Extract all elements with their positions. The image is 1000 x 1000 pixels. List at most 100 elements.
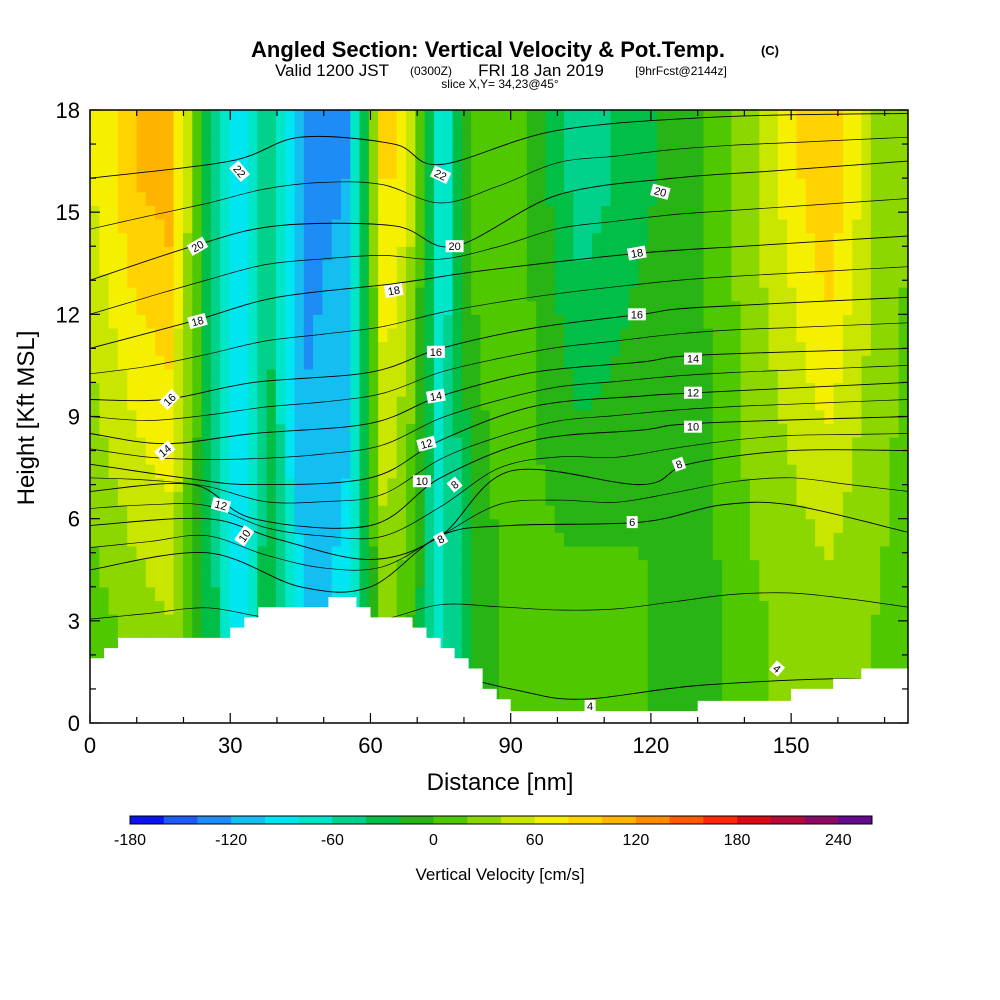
field-cell: [508, 205, 519, 220]
field-cell: [842, 327, 853, 343]
field-cell: [815, 259, 825, 275]
field-cell: [499, 232, 509, 247]
field-cell: [499, 545, 509, 561]
field-cell: [740, 505, 751, 520]
field-cell: [433, 273, 444, 288]
field-cell: [424, 110, 435, 125]
field-cell: [675, 518, 686, 533]
field-cell: [675, 491, 686, 506]
field-cell: [712, 573, 723, 588]
field-cell: [136, 477, 147, 493]
field-cell: [173, 246, 184, 261]
field-cell: [536, 586, 547, 601]
field-cell: [378, 600, 389, 615]
field-cell: [266, 505, 277, 520]
theta-contour-22: [90, 112, 908, 179]
field-cell: [433, 110, 444, 125]
field-cell: [601, 654, 612, 670]
field-cell: [517, 654, 528, 670]
field-cell: [619, 695, 630, 710]
field-cell: [238, 396, 249, 411]
field-cell: [898, 641, 908, 656]
field-cell: [461, 368, 472, 384]
field-cell: [433, 559, 444, 574]
field-cell: [805, 355, 816, 370]
field-cell: [582, 191, 593, 206]
field-cell: [313, 273, 323, 288]
field-cell: [387, 314, 398, 329]
field-cell: [647, 110, 658, 125]
field-cell: [275, 232, 286, 247]
field-cell: [554, 218, 565, 234]
field-cell: [554, 559, 565, 574]
field-cell: [768, 668, 779, 683]
field-cell: [805, 300, 816, 315]
field-cell: [275, 355, 286, 370]
field-cell: [694, 518, 705, 533]
field-cell: [406, 164, 416, 179]
field-cell: [749, 436, 760, 452]
field-cell: [796, 518, 807, 533]
field-cell: [787, 368, 798, 384]
field-cell: [275, 218, 286, 234]
field-cell: [285, 218, 296, 234]
field-cell: [619, 450, 630, 465]
field-cell: [201, 423, 212, 438]
field-cell: [406, 191, 416, 206]
field-cell: [870, 409, 881, 424]
field-cell: [182, 137, 193, 152]
field-cell: [443, 205, 454, 220]
field-cell: [564, 232, 574, 247]
field-cell: [647, 382, 658, 397]
colorbar-tick-label: 120: [623, 832, 650, 849]
field-cell: [554, 491, 565, 506]
field-cell: [880, 464, 891, 479]
field-cell: [424, 205, 435, 220]
field-cell: [322, 300, 333, 315]
field-cell: [331, 532, 342, 547]
field-cell: [313, 164, 323, 179]
field-cell: [759, 110, 770, 125]
field-cell: [210, 164, 221, 179]
field-cell: [145, 191, 156, 206]
field-cell: [768, 559, 779, 574]
field-cell: [182, 423, 193, 438]
field-cell: [117, 396, 128, 411]
field-cell: [210, 341, 221, 356]
field-cell: [266, 491, 277, 506]
field-cell: [480, 559, 491, 574]
field-cell: [852, 123, 863, 138]
field-cell: [173, 110, 184, 125]
field-cell: [768, 436, 779, 452]
field-cell: [294, 464, 305, 479]
field-cell: [526, 464, 537, 479]
field-cell: [415, 300, 426, 315]
field-cell: [749, 327, 760, 343]
field-cell: [619, 246, 630, 261]
field-cell: [619, 150, 630, 166]
field-cell: [712, 627, 723, 642]
field-cell: [415, 586, 426, 601]
field-cell: [443, 423, 454, 438]
field-cell: [629, 600, 640, 615]
field-cell: [192, 341, 203, 356]
field-cell: [852, 341, 863, 356]
field-cell: [340, 205, 351, 220]
field-cell: [870, 532, 881, 547]
field-cell: [415, 409, 426, 424]
field-cell: [368, 341, 379, 356]
field-cell: [815, 287, 825, 302]
field-cell: [666, 246, 677, 261]
field-cell: [387, 600, 398, 615]
field-cell: [313, 178, 323, 193]
field-cell: [275, 423, 286, 438]
field-cell: [666, 491, 677, 506]
field-cell: [564, 273, 574, 288]
field-cell: [591, 641, 602, 656]
field-cell: [155, 259, 165, 275]
field-cell: [554, 327, 565, 343]
field-cell: [536, 382, 547, 397]
field-cell: [619, 382, 630, 397]
field-cell: [694, 218, 705, 234]
field-cell: [759, 355, 770, 370]
